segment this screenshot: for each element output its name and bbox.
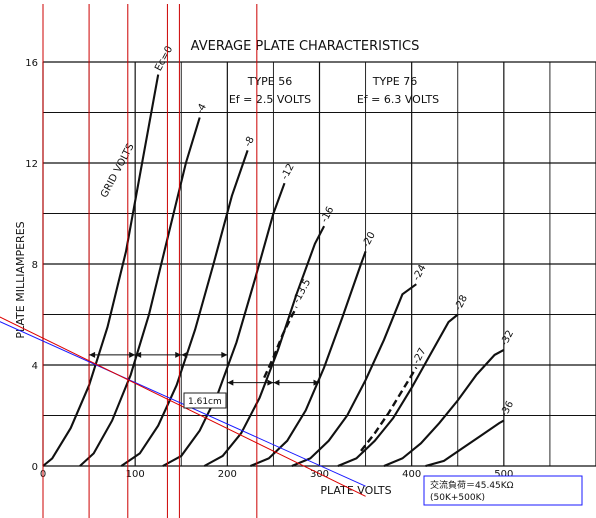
swing-arrow-head — [227, 379, 234, 386]
curve-label: -20 — [361, 230, 378, 250]
annotation-line1: 交流負荷＝45.45KΩ — [430, 479, 514, 491]
annotation-box: 交流負荷＝45.45KΩ (50K+500K) — [423, 475, 583, 506]
load-line — [0, 316, 366, 497]
x-tick-label: 400 — [402, 469, 421, 480]
tube-type-76-label: TYPE 76 — [372, 75, 418, 88]
y-tick-label: 4 — [32, 361, 38, 372]
curve-label: Ec=0 — [153, 44, 175, 73]
annotation-line2: (50K+500K) — [430, 493, 485, 503]
swing-arrow-head — [221, 351, 228, 358]
swing-arrow-head — [175, 351, 182, 358]
tube-type-56-filament: Ef = 2.5 VOLTS — [229, 93, 311, 106]
y-tick-label: 8 — [32, 260, 38, 271]
dashed-curve-label: -13.5 — [291, 277, 313, 305]
plate-curves: Ec=0-4-8-12-16-20-24-28-32-36-13.5-27 — [42, 44, 516, 468]
axes: AVERAGE PLATE CHARACTERISTICS TYPE 56 Ef… — [14, 39, 513, 497]
x-tick-label: 300 — [310, 469, 329, 480]
curve-label: -12 — [279, 162, 296, 182]
analysis-overlay — [0, 4, 366, 518]
plate-curve — [337, 313, 459, 467]
load-line — [0, 321, 366, 487]
curve-label: -24 — [411, 263, 428, 283]
y-tick-label: 12 — [25, 159, 38, 170]
callout-box-frame — [183, 392, 227, 409]
plate-curve — [291, 283, 417, 467]
x-tick-label: 100 — [126, 469, 145, 480]
plate-curve — [425, 419, 505, 468]
x-tick-label: 500 — [494, 469, 513, 480]
curve-label: -36 — [499, 399, 516, 419]
swing-arrow-head — [313, 379, 320, 386]
y-tick-label: 16 — [25, 58, 38, 69]
curve-label: -16 — [319, 205, 336, 225]
y-axis-label: PLATE MILLIAMPERES — [14, 221, 27, 338]
callout-box: 1.61cm — [183, 392, 227, 409]
tube-type-76-filament: Ef = 6.3 VOLTS — [357, 93, 439, 106]
dashed-curve — [360, 366, 418, 452]
plate-curve — [249, 251, 367, 467]
curve-label: -4 — [195, 102, 209, 116]
plate-curve — [162, 182, 286, 467]
plate-curve — [383, 348, 505, 467]
swing-arrow-head — [129, 351, 136, 358]
callout-text: 1.61cm — [188, 397, 222, 407]
annotation-box-frame — [423, 475, 583, 506]
x-tick-label: 200 — [218, 469, 237, 480]
swing-arrow-head — [181, 351, 188, 358]
plate-curve — [203, 225, 326, 467]
dashed-curve — [263, 306, 298, 379]
plate-curve — [42, 74, 160, 467]
curve-label: -28 — [453, 293, 470, 313]
swing-arrow-head — [135, 351, 142, 358]
y-tick-label: 0 — [32, 462, 38, 473]
swing-arrow-head — [267, 379, 274, 386]
curve-label: -32 — [499, 329, 516, 349]
curve-label: -8 — [243, 135, 257, 149]
swing-arrow-head — [273, 379, 280, 386]
chart-title: AVERAGE PLATE CHARACTERISTICS — [191, 39, 420, 54]
swing-arrow-head — [89, 351, 96, 358]
plate-curve — [120, 150, 249, 467]
tube-type-56-label: TYPE 56 — [247, 75, 293, 88]
plate-curve — [79, 117, 201, 467]
grid-volts-label: GRID VOLTS — [99, 142, 137, 200]
x-axis-label: PLATE VOLTS — [320, 484, 391, 497]
